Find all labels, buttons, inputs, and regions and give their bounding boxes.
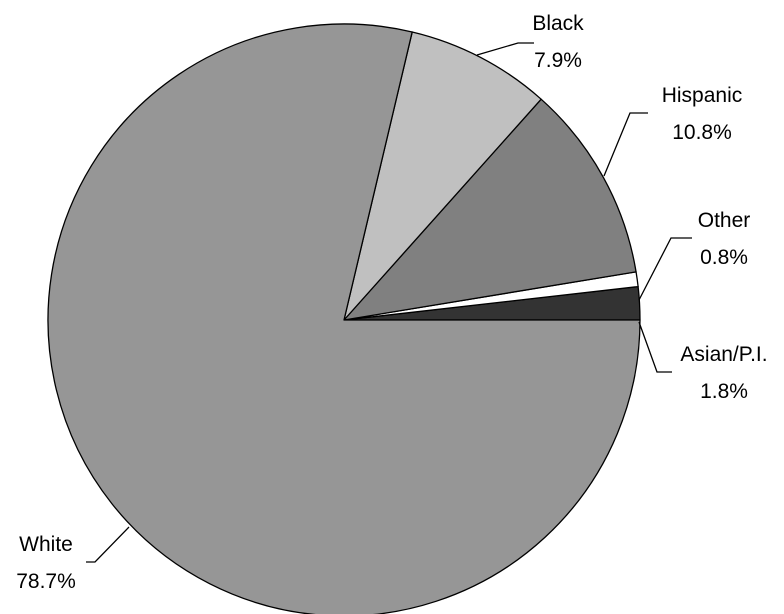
label-hispanic-percent: 10.8% bbox=[672, 121, 732, 144]
leader-black bbox=[476, 42, 534, 56]
label-other-name: Other bbox=[698, 209, 751, 232]
label-white-percent: 78.7% bbox=[16, 570, 76, 593]
slice-black bbox=[343, 31, 542, 321]
leader-hispanic bbox=[603, 112, 648, 177]
leader-other bbox=[638, 237, 692, 301]
slice-white bbox=[47, 23, 641, 614]
slice-labels: Black 7.9% Hispanic 10.8% Other 0.8% Asi… bbox=[16, 12, 767, 593]
label-asian-percent: 1.8% bbox=[700, 380, 748, 403]
label-hispanic-name: Hispanic bbox=[662, 84, 743, 107]
slice-hispanic bbox=[343, 98, 637, 321]
pie-slices bbox=[47, 23, 641, 614]
label-other-percent: 0.8% bbox=[700, 246, 748, 269]
leader-asian bbox=[638, 321, 672, 373]
label-white-name: White bbox=[19, 533, 73, 556]
label-black-name: Black bbox=[532, 12, 584, 35]
leader-lines bbox=[86, 42, 692, 563]
leader-white bbox=[86, 526, 130, 563]
label-asian-name: Asian/P.I. bbox=[680, 343, 767, 366]
label-black-percent: 7.9% bbox=[534, 49, 582, 72]
